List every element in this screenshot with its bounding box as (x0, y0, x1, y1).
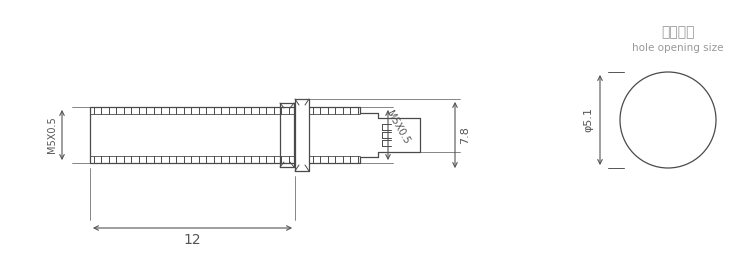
Text: M5X0.5: M5X0.5 (384, 109, 411, 146)
Text: 12: 12 (184, 233, 201, 247)
Text: 开孔尺寸: 开孔尺寸 (662, 25, 695, 39)
Text: hole opening size: hole opening size (633, 43, 723, 53)
Text: M5X0.5: M5X0.5 (47, 117, 57, 153)
Text: φ5.1: φ5.1 (583, 107, 593, 133)
Text: 7.8: 7.8 (460, 126, 470, 144)
